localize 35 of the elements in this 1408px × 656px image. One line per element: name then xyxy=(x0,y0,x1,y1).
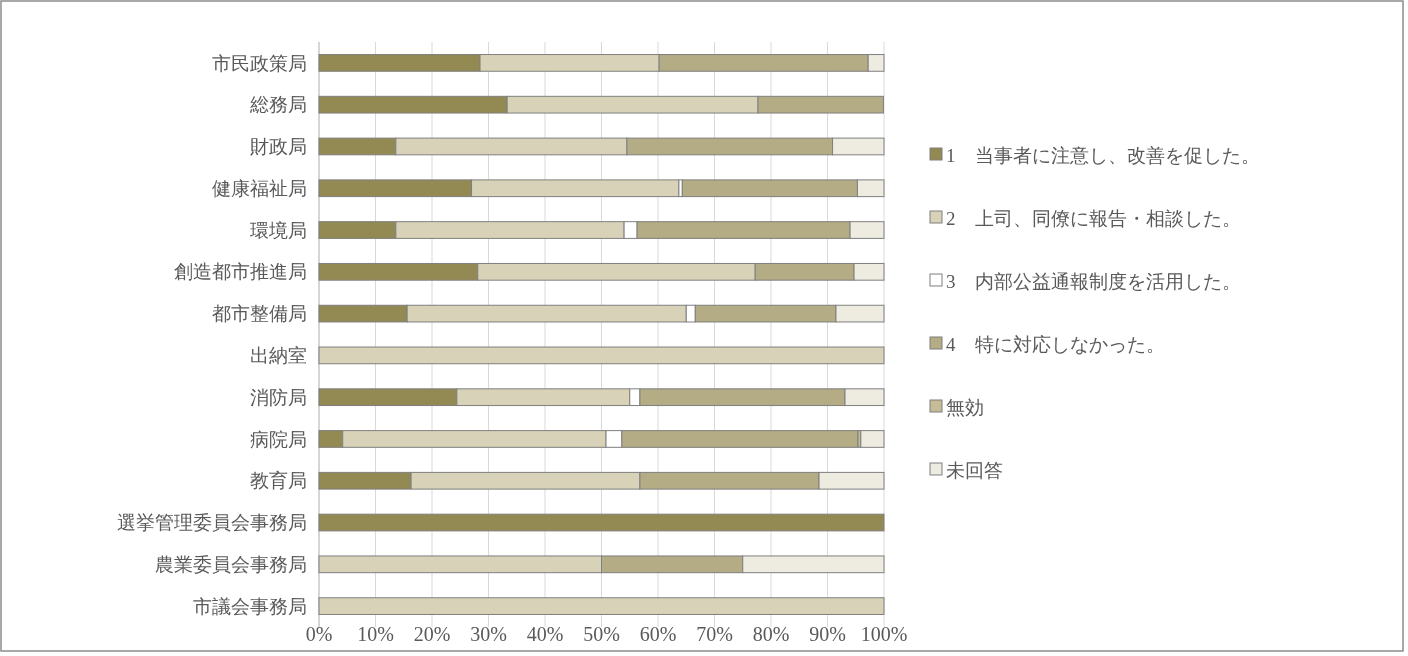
y-tick-label: 環境局 xyxy=(250,219,307,241)
x-tick-label: 60% xyxy=(639,623,677,645)
y-tick-label: 選挙管理委員会事務局 xyxy=(117,512,307,534)
y-tick-label: 教育局 xyxy=(250,470,307,492)
legend-label: 2 上司、同僚に報告・相談した。 xyxy=(946,207,1241,229)
x-tick-label: 0% xyxy=(305,623,333,645)
y-tick-label: 消防局 xyxy=(250,386,307,408)
y-tick-label: 健康福祉局 xyxy=(212,177,307,199)
bar xyxy=(318,513,885,532)
bar xyxy=(318,597,885,615)
y-tick-label: 総務局 xyxy=(249,94,307,116)
legend-label: 4 特に対応しなかった。 xyxy=(946,333,1165,355)
x-tick-label: 50% xyxy=(583,623,620,645)
y-tick-label: 市議会事務局 xyxy=(193,595,307,617)
legend-label: 3 内部公益通報制度を活用した。 xyxy=(946,270,1241,292)
x-tick-label: 100% xyxy=(860,623,908,645)
legend-label: 1 当事者に注意し、改善を促した。 xyxy=(946,144,1260,166)
legend-label: 未回答 xyxy=(946,459,1003,481)
legend-label: 無効 xyxy=(946,396,984,418)
y-tick-label: 出納室 xyxy=(250,345,307,367)
x-tick-label: 40% xyxy=(526,623,564,645)
y-tick-label: 都市整備局 xyxy=(212,303,307,325)
y-tick-label: 農業委員会事務局 xyxy=(155,553,307,575)
x-tick-label: 70% xyxy=(696,623,733,645)
y-tick-label: 病院局 xyxy=(250,428,307,450)
x-tick-label: 30% xyxy=(470,623,507,645)
x-tick-label: 10% xyxy=(357,623,394,645)
y-tick-label: 市民政策局 xyxy=(212,52,307,74)
bar xyxy=(318,346,885,365)
y-tick-label: 創造都市推進局 xyxy=(174,261,307,283)
x-tick-label: 20% xyxy=(413,623,451,645)
x-tick-label: 90% xyxy=(809,623,846,645)
x-tick-label: 80% xyxy=(752,623,790,645)
y-tick-label: 財政局 xyxy=(250,136,307,158)
bar xyxy=(860,430,885,448)
